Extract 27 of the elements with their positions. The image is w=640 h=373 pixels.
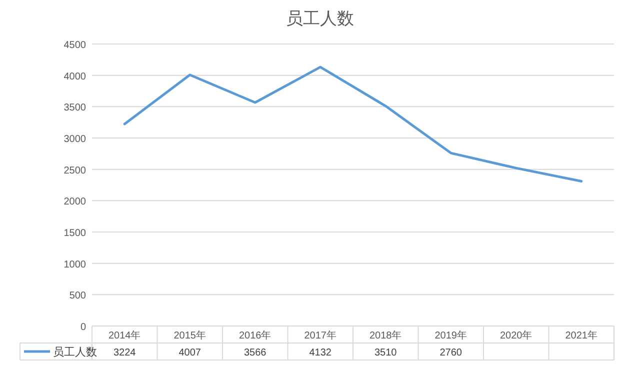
- data-label: 4007: [178, 348, 202, 358]
- data-label: 3224: [114, 348, 136, 358]
- x-tick-label: 2015年: [174, 330, 206, 342]
- y-tick-label: 4500: [64, 40, 86, 51]
- y-tick-label: 1500: [64, 228, 86, 239]
- data-label: 2760: [440, 348, 462, 358]
- x-tick-label: 2019年: [434, 330, 467, 342]
- data-label: 3566: [244, 348, 267, 358]
- y-tick-label: 500: [69, 290, 86, 302]
- y-tick-label: 0: [80, 322, 86, 333]
- chart-title: 员工人数: [286, 9, 354, 28]
- y-tick-label: 2500: [64, 165, 86, 176]
- x-tick-label: 2021年: [565, 330, 598, 342]
- data-label: 4132: [309, 348, 332, 358]
- data-label: 3510: [374, 348, 398, 358]
- y-tick-label: 2000: [64, 196, 86, 208]
- x-tick-label: 2020年: [500, 330, 532, 342]
- legend-label: 员工人数: [53, 346, 97, 358]
- y-tick-label: 3500: [64, 102, 86, 114]
- x-tick-label: 2014年: [108, 330, 141, 342]
- y-tick-label: 3000: [64, 134, 86, 145]
- x-tick-label: 2016年: [239, 330, 272, 342]
- y-tick-label: 1000: [64, 259, 86, 270]
- line-series: [123, 66, 583, 182]
- y-tick-label: 4000: [64, 71, 86, 82]
- x-tick-label: 2017年: [304, 330, 336, 342]
- x-tick-label: 2018年: [370, 330, 402, 342]
